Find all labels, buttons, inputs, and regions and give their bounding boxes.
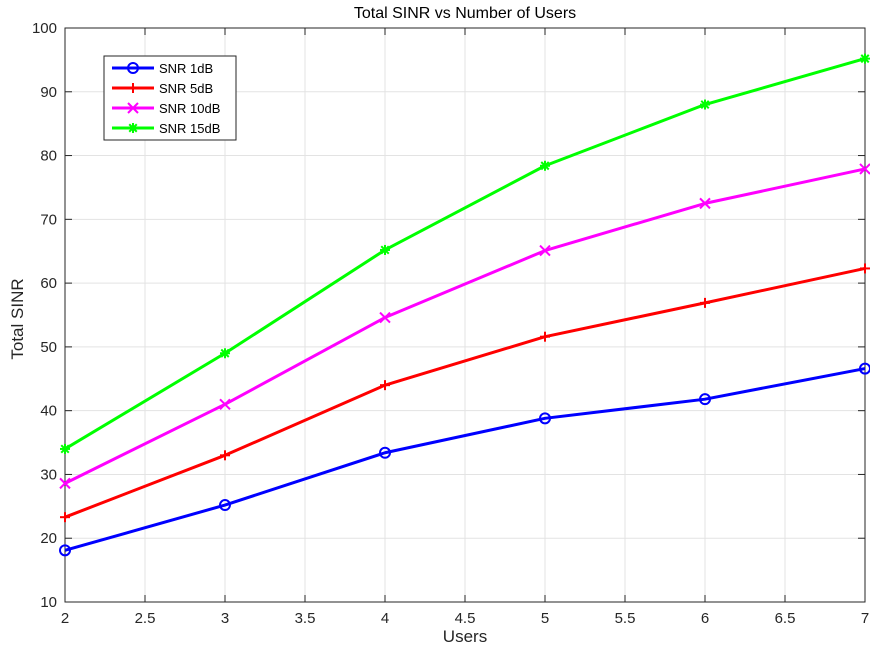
y-axis-label: Total SINR xyxy=(8,278,27,359)
legend-item: SNR 10dB xyxy=(112,101,220,116)
y-tick-label: 10 xyxy=(40,594,57,611)
x-axis-ticks: 2 2.5 3 3.5 4 4.5 5 5.5 6 6.5 7 xyxy=(61,28,869,627)
x-tick-label: 5.5 xyxy=(615,610,636,627)
asterisk-marker-b xyxy=(860,54,870,64)
y-tick-label: 20 xyxy=(40,530,57,547)
circle-marker xyxy=(699,393,711,406)
asterisk-marker-b xyxy=(380,245,390,255)
data-point-marker xyxy=(128,83,138,93)
y-tick-label: 70 xyxy=(40,211,57,228)
data-point-marker xyxy=(379,311,391,324)
data-point-marker xyxy=(700,99,710,110)
x-tick-label: 4 xyxy=(381,610,389,627)
x-marker-b xyxy=(59,477,71,490)
series-snr-5db xyxy=(60,263,870,523)
y-tick-label: 60 xyxy=(40,275,57,292)
data-point-marker xyxy=(128,123,138,133)
y-tick-label: 50 xyxy=(40,339,57,356)
series-snr-1db xyxy=(59,362,870,557)
x-tick-label: 6.5 xyxy=(775,610,796,627)
series-line xyxy=(64,266,866,519)
asterisk-marker-b xyxy=(700,100,710,109)
data-point-marker xyxy=(219,499,231,512)
data-point-marker xyxy=(859,163,870,175)
circle-marker xyxy=(59,544,71,557)
legend-label: SNR 5dB xyxy=(159,81,213,96)
data-point-marker xyxy=(127,62,139,74)
chart-title: Total SINR vs Number of Users xyxy=(354,5,576,22)
x-tick-label: 3 xyxy=(221,610,229,627)
circle-marker xyxy=(219,499,231,512)
y-axis-ticks: 10 20 30 40 50 60 70 80 90 100 xyxy=(32,20,865,611)
x-marker-b xyxy=(859,163,870,175)
y-tick-label: 40 xyxy=(40,403,57,420)
legend-box xyxy=(103,55,237,141)
data-point-marker xyxy=(699,197,711,210)
x-tick-label: 4.5 xyxy=(455,610,476,627)
x-tick-label: 6 xyxy=(701,610,709,627)
circle-marker xyxy=(859,362,870,375)
series-snr-10db xyxy=(59,163,870,490)
series-line xyxy=(64,367,866,552)
data-point-marker xyxy=(700,297,710,308)
x-marker-b xyxy=(379,311,391,324)
series-line xyxy=(64,167,866,485)
legend-label: SNR 1dB xyxy=(159,61,213,76)
x-marker-b xyxy=(127,102,139,114)
data-point-marker xyxy=(59,477,71,490)
data-point-marker xyxy=(127,102,139,114)
circle-marker xyxy=(127,62,139,74)
series-snr-15db xyxy=(60,53,870,454)
x-axis-label: Users xyxy=(443,627,487,646)
asterisk-marker-b xyxy=(220,348,230,358)
circle-marker xyxy=(539,412,551,425)
y-tick-label: 100 xyxy=(32,20,57,37)
x-tick-label: 7 xyxy=(861,610,869,627)
x-tick-label: 3.5 xyxy=(295,610,316,627)
x-tick-label: 5 xyxy=(541,610,549,627)
data-point-marker xyxy=(380,380,390,391)
legend: SNR 1dB SNR 5dB SNR 10dB SNR 15dB xyxy=(103,55,237,141)
data-point-marker xyxy=(220,348,230,359)
legend-item: SNR 1dB xyxy=(112,61,213,76)
asterisk-marker-b xyxy=(60,444,70,454)
data-point-marker xyxy=(540,160,550,171)
data-point-marker xyxy=(539,412,551,425)
legend-item: SNR 5dB xyxy=(112,81,213,96)
x-marker-b xyxy=(699,197,711,210)
y-tick-label: 90 xyxy=(40,84,57,101)
data-point-marker xyxy=(59,544,71,557)
data-point-marker xyxy=(60,443,70,454)
data-point-marker xyxy=(859,362,870,375)
x-marker-b xyxy=(539,244,551,257)
data-point-marker xyxy=(380,244,390,255)
legend-label: SNR 15dB xyxy=(159,121,220,136)
data-point-marker xyxy=(220,450,230,461)
series-line xyxy=(64,57,866,451)
data-point-marker xyxy=(860,53,870,64)
data-point-marker xyxy=(860,263,870,274)
asterisk-marker-b xyxy=(128,123,138,133)
y-tick-label: 80 xyxy=(40,148,57,165)
x-tick-label: 2 xyxy=(61,610,69,627)
data-point-marker xyxy=(540,331,550,342)
data-point-marker xyxy=(60,512,70,523)
x-marker-b xyxy=(219,398,231,410)
series-layer xyxy=(59,53,870,557)
data-point-marker xyxy=(219,398,231,410)
asterisk-marker-b xyxy=(540,161,550,171)
legend-label: SNR 10dB xyxy=(159,101,220,116)
data-point-marker xyxy=(699,393,711,406)
y-tick-label: 30 xyxy=(40,466,57,483)
x-tick-label: 2.5 xyxy=(135,610,156,627)
legend-item: SNR 15dB xyxy=(112,121,220,136)
data-point-marker xyxy=(539,244,551,257)
circle-marker xyxy=(379,446,391,459)
data-point-marker xyxy=(379,446,391,459)
